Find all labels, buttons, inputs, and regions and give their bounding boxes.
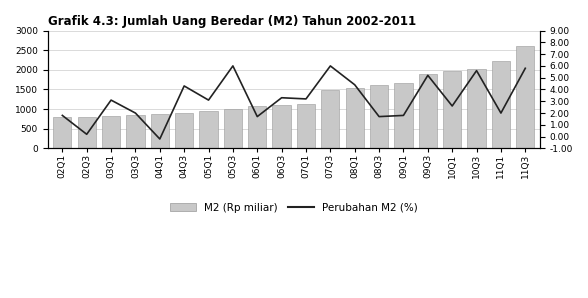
Perubahan M2 (%) (376, 115, 383, 118)
Bar (346, 88, 364, 148)
Perubahan M2 (%) (327, 64, 334, 68)
Legend: M2 (Rp miliar), Perubahan M2 (%): M2 (Rp miliar), Perubahan M2 (%) (165, 198, 422, 217)
Bar (151, 114, 169, 148)
Line: Perubahan M2 (%): Perubahan M2 (%) (62, 66, 525, 139)
Perubahan M2 (%) (425, 74, 432, 77)
Perubahan M2 (%) (108, 98, 115, 102)
Bar (419, 74, 437, 148)
Perubahan M2 (%) (205, 98, 212, 102)
Bar (53, 117, 72, 148)
Bar (467, 69, 486, 148)
Perubahan M2 (%) (83, 133, 90, 136)
Perubahan M2 (%) (522, 66, 529, 70)
Perubahan M2 (%) (449, 104, 456, 108)
Perubahan M2 (%) (302, 97, 309, 101)
Bar (272, 105, 291, 148)
Bar (224, 109, 242, 148)
Bar (175, 113, 193, 148)
Perubahan M2 (%) (181, 84, 188, 88)
Perubahan M2 (%) (254, 115, 261, 118)
Bar (248, 106, 266, 148)
Perubahan M2 (%) (497, 111, 505, 115)
Perubahan M2 (%) (132, 111, 139, 115)
Bar (492, 61, 510, 148)
Bar (395, 83, 413, 148)
Perubahan M2 (%) (59, 114, 66, 117)
Perubahan M2 (%) (156, 137, 163, 141)
Bar (78, 117, 96, 148)
Bar (199, 111, 218, 148)
Bar (321, 90, 339, 148)
Bar (516, 46, 534, 148)
Bar (126, 115, 145, 148)
Perubahan M2 (%) (400, 114, 407, 117)
Perubahan M2 (%) (351, 83, 358, 86)
Bar (102, 116, 120, 148)
Bar (370, 85, 388, 148)
Bar (443, 72, 462, 148)
Perubahan M2 (%) (229, 64, 236, 68)
Bar (297, 104, 315, 148)
Perubahan M2 (%) (278, 96, 285, 100)
Perubahan M2 (%) (473, 69, 480, 72)
Text: Grafik 4.3: Jumlah Uang Beredar (M2) Tahun 2002-2011: Grafik 4.3: Jumlah Uang Beredar (M2) Tah… (48, 15, 416, 28)
